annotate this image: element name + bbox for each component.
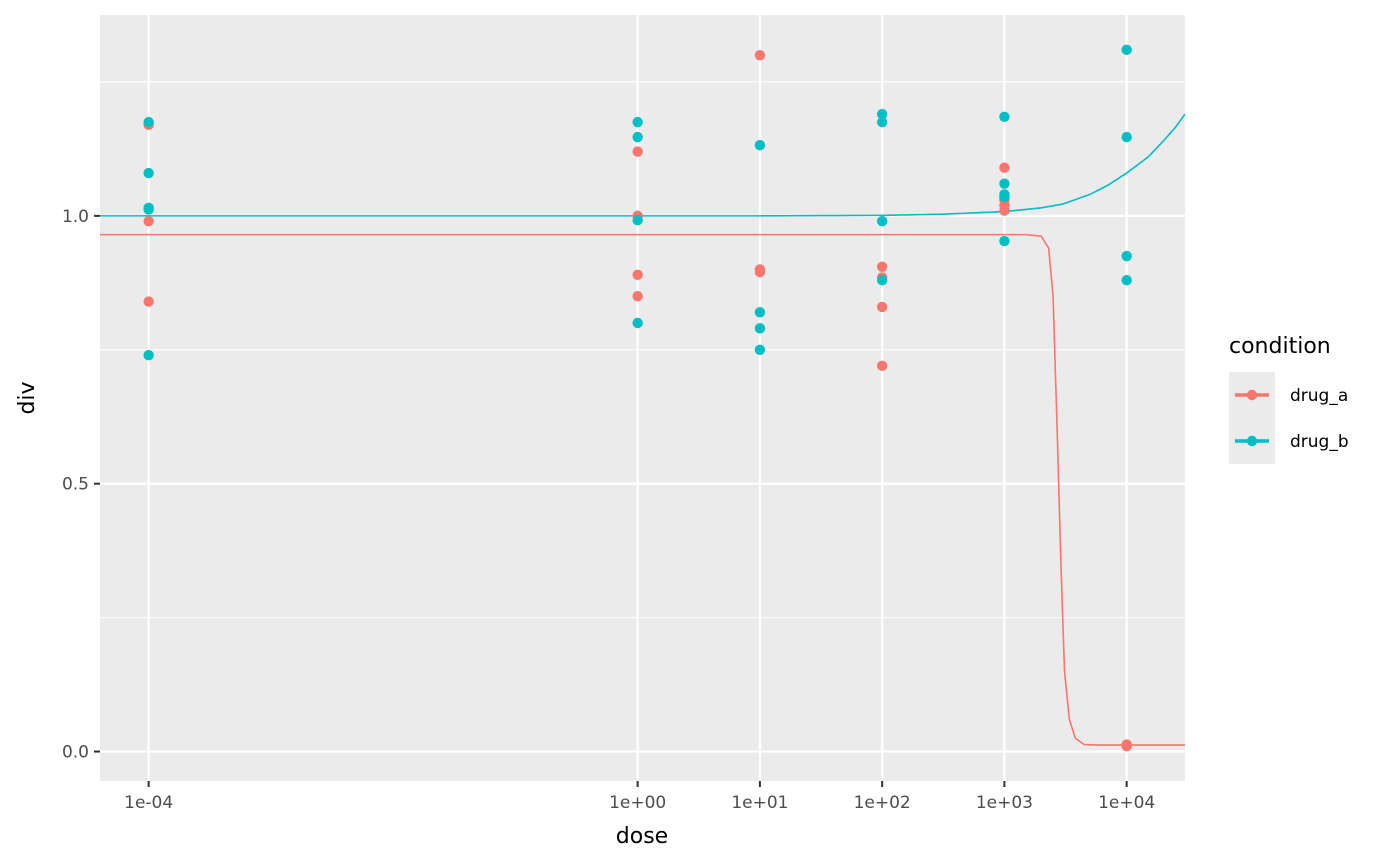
point-drug_a [876, 301, 888, 313]
point-drug_a [876, 360, 888, 372]
point-drug_a [632, 291, 643, 302]
plot-panel [100, 15, 1185, 781]
point-drug_b [754, 307, 766, 318]
y-tick-label: 1.0 [62, 207, 89, 227]
x-tick-label: 1e+00 [609, 793, 666, 813]
point-drug_b [876, 216, 888, 227]
point-drug_a [143, 296, 154, 307]
fit-curve-drug_b [100, 113, 1186, 217]
y-tick-label: 0.0 [62, 743, 89, 763]
point-drug_b [999, 191, 1010, 203]
point-drug_a [999, 205, 1010, 216]
x-tick-label: 1e+02 [854, 793, 911, 813]
point-drug_b [143, 116, 154, 128]
data-points [143, 44, 1132, 752]
legend-label-drug_a: drug_a [1290, 386, 1348, 406]
legend-label-drug_b: drug_b [1290, 432, 1349, 452]
legend-items: drug_a drug_b [1229, 372, 1349, 464]
point-drug_b [1121, 44, 1132, 56]
legend: condition drug_a drug_b [1229, 334, 1349, 464]
point-drug_a [754, 266, 766, 278]
x-tick-label: 1e+04 [1098, 793, 1155, 813]
point-drug_b [754, 344, 766, 355]
point-drug_b [876, 116, 888, 128]
point-drug_a [632, 146, 643, 157]
point-drug_b [876, 274, 888, 286]
point-drug_a [754, 49, 766, 61]
x-tick-label: 1e+01 [731, 793, 788, 813]
x-tick-label: 1e+03 [976, 793, 1033, 813]
point-drug_b [754, 139, 766, 151]
point-drug_b [632, 317, 643, 329]
point-drug_b [754, 323, 766, 334]
point-drug_b [999, 235, 1010, 247]
point-drug_a [143, 216, 154, 227]
x-tick-label: 1e-04 [124, 793, 173, 813]
point-drug_a [632, 269, 643, 280]
point-drug_a [999, 162, 1010, 173]
legend-key-point [1246, 435, 1258, 447]
x-axis-title: dose [616, 824, 668, 849]
point-drug_b [999, 178, 1010, 189]
axes: 0.0 0.5 1.0 1e-04 1e+00 1e+01 1e+02 1e+03 1e+04 [62, 207, 1155, 813]
point-drug_a [876, 261, 888, 272]
point-drug_b [632, 131, 643, 143]
legend-title: condition [1229, 334, 1331, 359]
fit-curves [100, 113, 1186, 746]
point-drug_b [999, 111, 1010, 122]
point-drug_b [143, 204, 154, 215]
point-drug_b [143, 349, 154, 361]
point-drug_b [1121, 131, 1132, 143]
y-tick-label: 0.5 [62, 475, 89, 495]
point-drug_b [143, 167, 154, 179]
point-drug_b [632, 214, 643, 226]
point-drug_b [1121, 274, 1132, 286]
fit-curve-drug_a [100, 233, 1185, 746]
point-drug_b [876, 108, 888, 120]
y-axis-title: div [15, 381, 40, 414]
point-drug_a [1121, 740, 1132, 752]
legend-key-point [1246, 389, 1258, 401]
point-drug_b [1121, 250, 1132, 262]
point-drug_b [632, 116, 643, 128]
